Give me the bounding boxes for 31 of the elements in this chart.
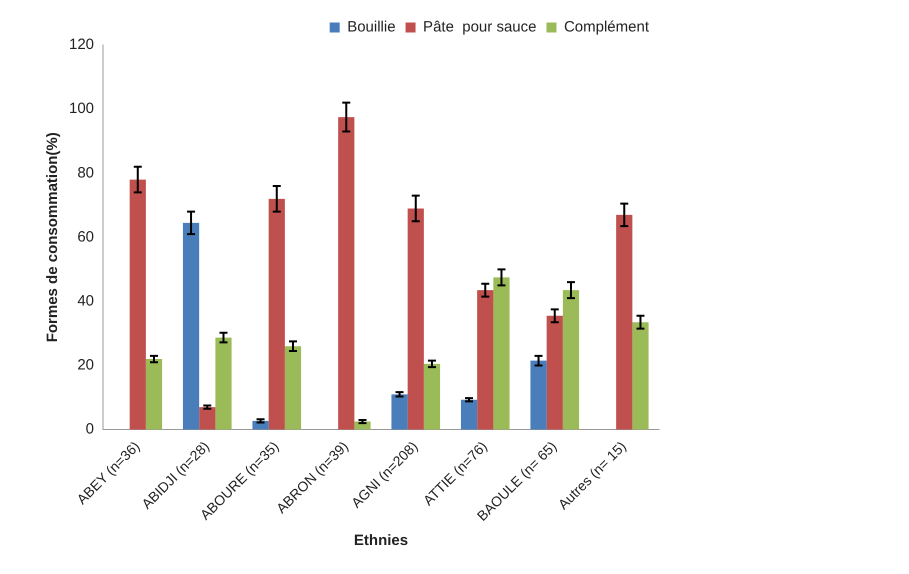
bar	[130, 180, 146, 430]
bar	[284, 346, 302, 430]
bar	[477, 290, 494, 430]
y-tick-label: 0	[86, 420, 94, 438]
bar	[408, 208, 424, 430]
bar	[146, 359, 162, 430]
bar	[493, 277, 510, 430]
bar	[391, 394, 408, 430]
bar	[182, 222, 200, 430]
bar	[562, 290, 580, 430]
y-tick-label: 80	[77, 164, 94, 182]
y-tick-label: 100	[68, 100, 94, 118]
y-tick-label: 20	[77, 356, 94, 374]
bar	[460, 400, 478, 430]
y-tick-label: 40	[77, 292, 94, 310]
bar	[530, 360, 547, 430]
y-axis-title: Formes de consommation(%)	[44, 132, 62, 342]
bar	[199, 407, 216, 430]
x-axis-title: Ethnies	[354, 532, 408, 550]
legend-label: Pâte pour sauce	[423, 18, 536, 36]
bar	[268, 198, 285, 430]
bar	[632, 322, 649, 430]
bar	[546, 316, 563, 430]
y-tick-label: 60	[77, 228, 94, 246]
legend-label: Complément	[564, 18, 650, 36]
bar	[616, 214, 632, 430]
bar	[424, 364, 440, 430]
y-tick-label: 120	[68, 36, 94, 54]
legend-label: Bouillie	[347, 18, 396, 36]
bar	[215, 338, 232, 430]
bar	[338, 117, 354, 430]
